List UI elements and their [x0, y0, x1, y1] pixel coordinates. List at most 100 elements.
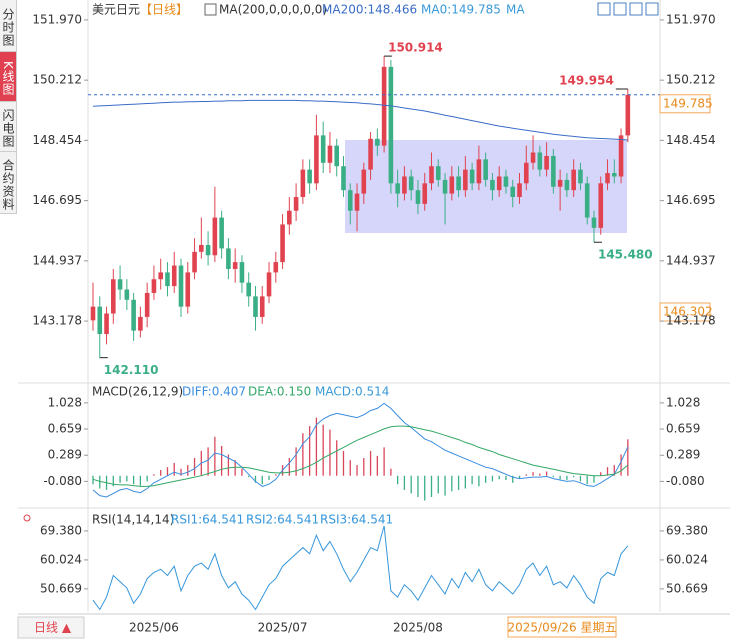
- candle-body: [185, 272, 191, 307]
- tool-icon[interactable]: [613, 2, 627, 16]
- cursor-price: 146.302: [663, 305, 713, 319]
- candle-body: [429, 166, 434, 184]
- y-tick-label: 146.695: [32, 193, 82, 207]
- legend-entry: RSI1:64.541: [171, 513, 244, 527]
- candle-body: [151, 279, 157, 293]
- tab[interactable]: 分时图: [0, 0, 17, 52]
- candle-body: [469, 169, 475, 184]
- candle-body: [449, 176, 455, 194]
- y-tick-label: 148.454: [666, 133, 716, 147]
- candle-body: [611, 173, 617, 177]
- candle-body: [456, 176, 461, 191]
- candle-body: [280, 224, 285, 263]
- candle-body: [415, 190, 421, 204]
- settings-icon[interactable]: [23, 514, 31, 522]
- candle-body: [422, 183, 428, 204]
- candle-body: [144, 292, 150, 317]
- toolbar: [597, 2, 659, 16]
- candle-body: [578, 169, 583, 184]
- candle-body: [314, 135, 319, 184]
- candle-body: [598, 183, 604, 228]
- candle-body: [293, 197, 299, 211]
- ma-params: MA(200,0,0,0,0,0): [219, 3, 327, 17]
- candle-body: [246, 282, 252, 297]
- candle-body: [368, 138, 373, 170]
- candle-body: [435, 166, 441, 180]
- candle-body: [205, 244, 211, 256]
- candle-body: [625, 94, 631, 136]
- y-tick-label: 143.178: [666, 314, 716, 328]
- candle-body: [402, 176, 407, 194]
- y-tick-label: 150.212: [32, 73, 82, 87]
- tab[interactable]: 闪电图: [0, 102, 17, 152]
- candle-body: [381, 66, 387, 146]
- ma-line: [92, 99, 628, 141]
- candle-body: [192, 251, 197, 273]
- candle-body: [138, 316, 143, 331]
- candle-body: [564, 179, 570, 191]
- candle-body: [517, 183, 522, 198]
- candle-body: [354, 193, 360, 211]
- candle-body: [395, 183, 400, 194]
- legend-entry: MACD:0.514: [315, 385, 389, 399]
- candle-body: [158, 272, 163, 280]
- candle-body: [171, 265, 177, 287]
- period[interactable]: 【日线】: [140, 3, 188, 17]
- period-button-box[interactable]: [17, 616, 85, 639]
- candle-body: [219, 217, 224, 249]
- candle-body: [253, 296, 258, 317]
- candle-body: [300, 169, 306, 198]
- rsi-line: [92, 525, 629, 611]
- ma-icon[interactable]: [204, 3, 217, 16]
- cursor-date: 2025/09/26 星期五: [508, 621, 617, 635]
- tool-icon[interactable]: [645, 2, 659, 16]
- tab[interactable]: K线图: [0, 52, 17, 102]
- y-tick-label: 69.380: [666, 523, 708, 537]
- candle-body: [523, 162, 529, 184]
- ma0-legend: MA0:149.785: [421, 3, 501, 17]
- legend-entry: DIFF:0.407: [182, 385, 246, 399]
- annotation: 149.954: [559, 73, 614, 87]
- y-tick-label: 150.212: [666, 73, 716, 87]
- candle-body: [618, 135, 624, 177]
- candle-body: [165, 272, 170, 287]
- tool-icon[interactable]: [629, 2, 643, 16]
- x-tick-label: 2025/07: [258, 621, 308, 635]
- tab[interactable]: 合约资料: [0, 152, 17, 214]
- candle-body: [375, 138, 380, 146]
- y-tick-label: -0.080: [666, 474, 705, 488]
- period-button[interactable]: 日线 ▲: [34, 621, 72, 635]
- annotation: 142.110: [104, 363, 159, 377]
- candle-body: [287, 210, 292, 225]
- legend-entry: DEA:0.150: [248, 385, 311, 399]
- candle-body: [510, 186, 516, 198]
- legend-entry: RSI3:64.541: [320, 513, 393, 527]
- y-tick-label: 69.380: [40, 523, 82, 537]
- y-tick-label: 0.289: [48, 448, 82, 462]
- candle-body: [442, 179, 448, 194]
- candle-body: [178, 265, 184, 307]
- candle-body: [605, 173, 610, 184]
- y-tick-label: 151.970: [32, 12, 82, 26]
- annotation: 145.480: [598, 248, 653, 262]
- candle-body: [341, 166, 346, 191]
- price-line-label: 149.785: [663, 96, 713, 110]
- candle-body: [259, 296, 265, 317]
- y-tick-label: 146.695: [666, 193, 716, 207]
- indicator-line: [92, 402, 629, 498]
- candle-body: [490, 179, 495, 191]
- candle-body: [551, 155, 556, 187]
- ma200-legend: MA200:148.466: [322, 3, 417, 17]
- candle-body: [90, 306, 96, 321]
- y-tick-label: 60.024: [40, 552, 82, 566]
- candle-body: [320, 135, 326, 163]
- y-tick-label: 144.937: [32, 253, 82, 267]
- candle-body: [327, 145, 333, 163]
- y-tick-label: 50.669: [666, 581, 708, 595]
- candle-body: [584, 183, 590, 218]
- candle-body: [199, 244, 204, 252]
- y-tick-label: 0.289: [666, 448, 700, 462]
- tool-icon[interactable]: [597, 2, 611, 16]
